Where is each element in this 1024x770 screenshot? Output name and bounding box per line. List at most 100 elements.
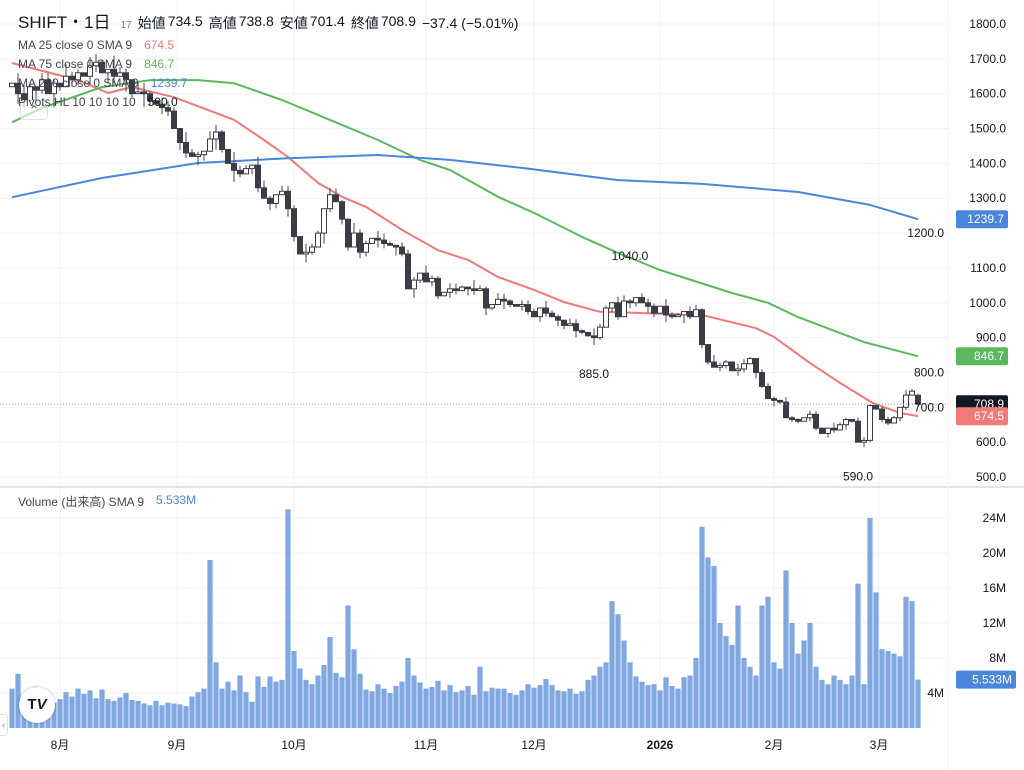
candle [87,57,93,86]
volume-bar [135,700,141,728]
volume-bar [183,706,189,728]
volume-bar [549,685,555,728]
candle [417,272,423,283]
candle-body [885,419,891,424]
candle [621,295,627,318]
candle-body [87,65,93,77]
close-label: 終値 [350,15,379,31]
candle [765,383,771,400]
volume-bar [483,691,489,728]
volume-bar [399,681,405,728]
indicator-value: 1239.7 [150,76,188,90]
price-axis[interactable]: 1800.0 1700.0 1600.0 1500.0 1400.0 1300.0 1200… [51,17,1016,752]
candle [681,310,687,324]
candle-body [105,68,111,74]
volume-bar [285,509,291,728]
volume-badge-label: 5.533M [972,673,1012,687]
volume-bar [351,649,357,728]
candle [777,399,783,404]
candle-body [741,363,747,370]
tradingview-logo[interactable]: TV [19,687,55,723]
volume-bar [753,675,759,728]
candle-body [453,288,459,292]
volume-bar [159,705,165,728]
candle-body [759,371,765,387]
price-badge [956,407,1008,426]
volume-bar [717,623,723,728]
candle-body [585,331,591,337]
candle [537,307,543,322]
candle-body [153,100,159,105]
candle-body [657,305,663,314]
candle-body [387,243,393,246]
pivot-labels: 1040.0 885.0 590.0 [579,249,873,484]
time-tick-label: 12月 [521,738,546,752]
volume-bar [231,690,237,728]
left-panel-toggle[interactable]: ‹ [0,714,8,736]
volume-bar [297,668,303,728]
candle [201,150,207,161]
candle-body [363,243,369,253]
volume-bar [771,662,777,728]
candle [75,69,81,85]
price-tick-label: 700.0 [914,400,944,414]
indicator-ma25[interactable]: MA 25 close 0 SMA 9 674.5 [18,38,518,52]
candle-body [339,201,345,220]
volume-bar [729,644,735,728]
candle-body [417,272,423,281]
volume-bar [75,688,81,728]
indicator-ma75[interactable]: MA 75 close 0 SMA 9 846.7 [18,57,518,71]
symbol-title[interactable]: SHIFT・1日 [18,13,111,32]
price-tick-label: 600.0 [976,435,1006,449]
volume-bar [81,693,87,728]
candle [309,243,315,255]
candle-body [663,305,669,316]
collapse-legend-button[interactable]: ⌃ [20,100,48,120]
candle [723,359,729,369]
candle-body [33,86,39,91]
indicator-label: Pivots HL 10 10 10 10 [18,95,136,109]
volume-bar [801,640,807,728]
indicator-ma200[interactable]: MA 200 close 0 SMA 9 1239.7 [18,76,518,90]
volume-bar [765,596,771,728]
candle-body [777,399,783,403]
volume-badge [956,670,1016,689]
volume-bar [309,684,315,728]
volume-bar [129,700,135,728]
indicator-pivots[interactable]: Pivots HL 10 10 10 10 590.0 [18,95,518,109]
candle [339,199,345,225]
candle [513,304,519,307]
candle-body [177,128,183,143]
volume-legend[interactable]: Volume (出来高) SMA 9 5.533M [18,493,196,510]
candle [129,79,135,98]
candle [171,106,177,130]
candle-body [159,103,165,109]
candle [345,218,351,251]
candle [807,410,813,422]
candle [519,300,525,311]
volume-bar [105,699,111,728]
candle-body [297,236,303,255]
candle-body [351,232,357,248]
candle [219,130,225,153]
high-field: 高値 738.8 [209,13,274,33]
candle [225,148,231,164]
candle [579,329,585,335]
volume-bar [579,691,585,728]
candle-body [549,312,555,318]
price-badge [956,347,1008,366]
volume-bar [567,688,573,728]
candle-body [201,150,207,156]
candle-body [573,323,579,332]
candle-body [399,246,405,255]
candle-body [129,79,135,95]
candle [81,72,87,77]
candle [411,277,417,298]
volume-bar [177,704,183,728]
volume-bar [423,688,429,728]
candle [789,415,795,423]
candle [69,71,75,87]
candle-body [501,298,507,302]
volume-bar [219,688,225,728]
